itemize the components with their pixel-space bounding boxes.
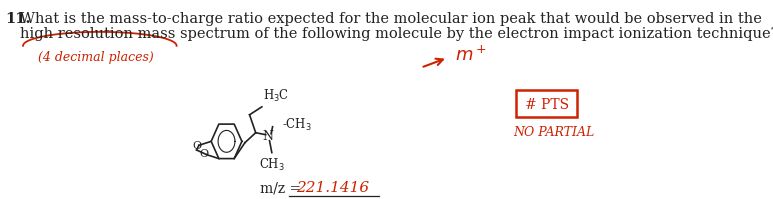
- Text: 11.: 11.: [5, 12, 31, 26]
- Text: m/z =: m/z =: [260, 181, 301, 195]
- Text: high resolution mass spectrum of the following molecule by the electron impact i: high resolution mass spectrum of the fol…: [20, 27, 773, 41]
- Text: (4 decimal places): (4 decimal places): [39, 51, 154, 64]
- Bar: [516, 90, 577, 117]
- Text: -CH$_3$: -CH$_3$: [282, 117, 312, 133]
- Text: NO PARTIAL: NO PARTIAL: [513, 126, 594, 139]
- Text: 221.1416: 221.1416: [296, 181, 369, 195]
- Text: O: O: [199, 149, 209, 159]
- Text: O: O: [192, 141, 201, 151]
- Text: What is the mass-to-charge ratio expected for the molecular ion peak that would : What is the mass-to-charge ratio expecte…: [20, 12, 762, 26]
- Text: N: N: [263, 130, 274, 143]
- Text: CH$_3$: CH$_3$: [259, 157, 284, 173]
- Text: H$_3$C: H$_3$C: [264, 88, 290, 104]
- Text: # PTS: # PTS: [525, 98, 569, 111]
- Text: $\it{m}^+$: $\it{m}^+$: [455, 46, 487, 65]
